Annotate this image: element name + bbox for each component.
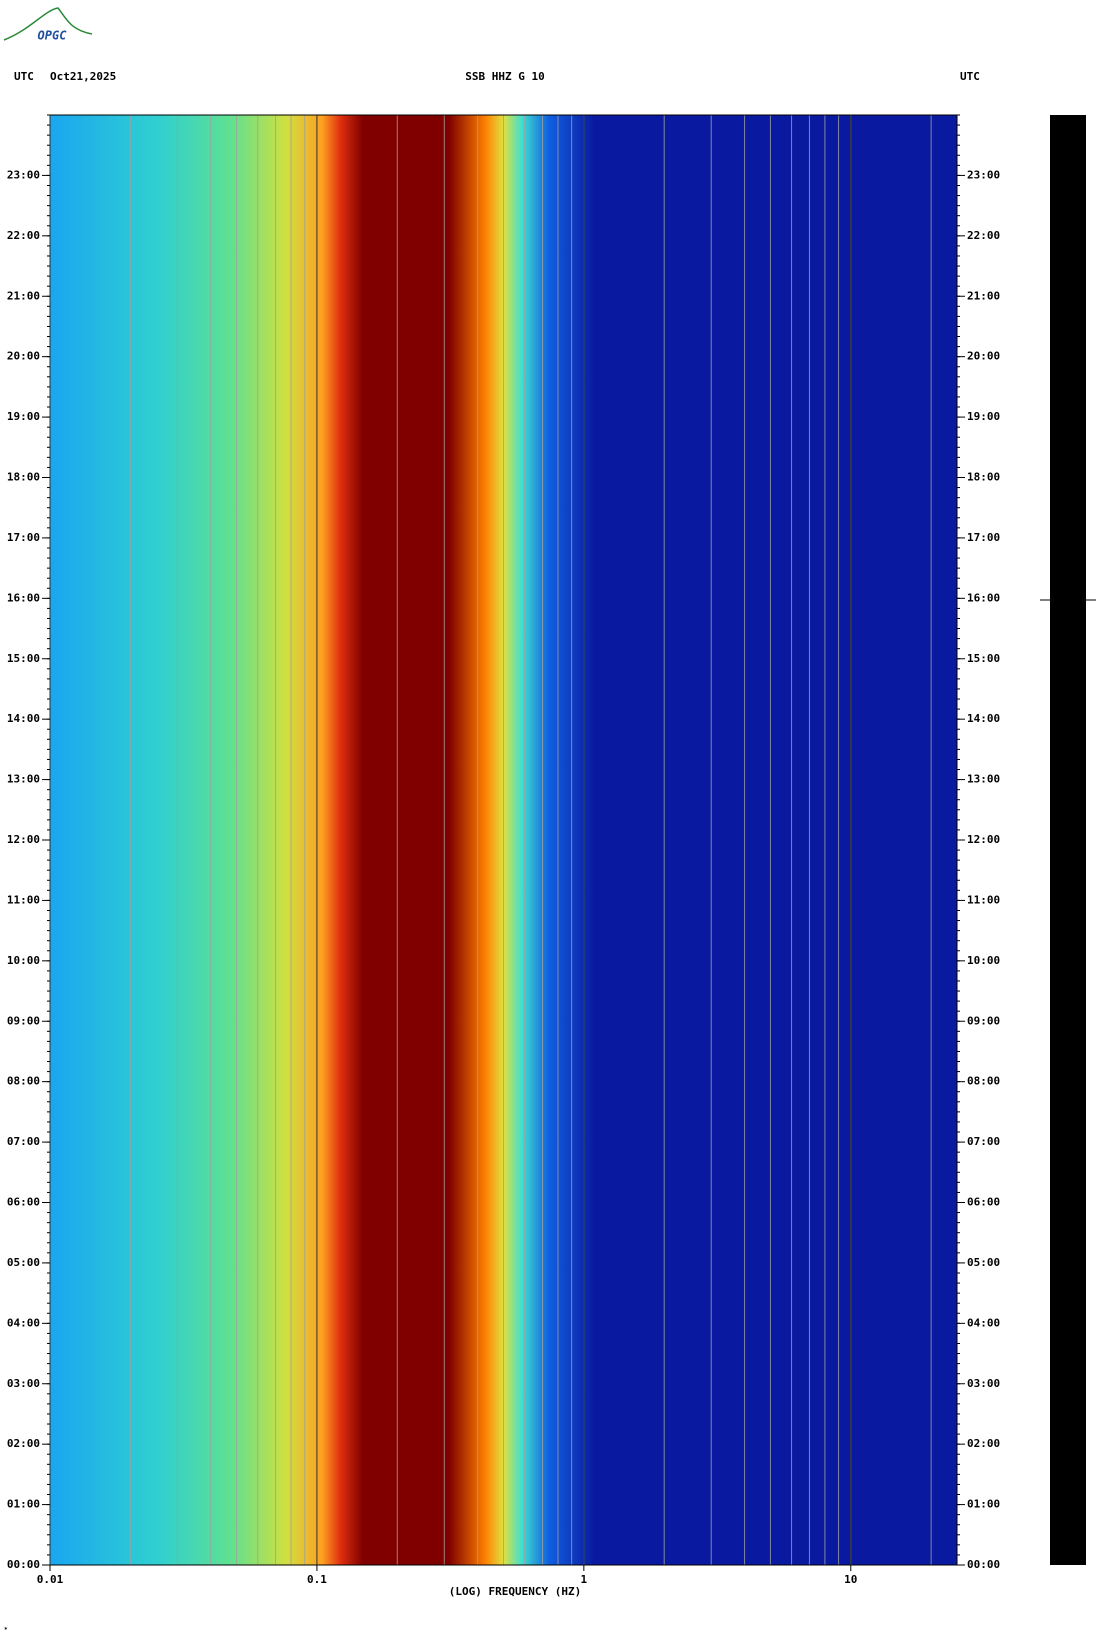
y-tick-label: 10:00 [7,954,40,967]
y-tick-label: 21:00 [7,289,40,302]
y-tick-label: 19:00 [7,410,40,423]
y-tick-label: 05:00 [967,1256,1000,1269]
y-tick-label: 14:00 [967,712,1000,725]
seismogram-trace [1050,115,1086,1565]
y-tick-label: 10:00 [967,954,1000,967]
y-tick-label: 23:00 [7,168,40,181]
y-tick-label: 03:00 [7,1377,40,1390]
y-tick-label: 13:00 [7,773,40,786]
y-tick-label: 15:00 [967,652,1000,665]
y-tick-label: 09:00 [7,1014,40,1027]
y-tick-label: 22:00 [7,229,40,242]
x-axis-title: (LOG) FREQUENCY (HZ) [449,1585,581,1598]
y-tick-label: 04:00 [967,1316,1000,1329]
y-tick-label: 15:00 [7,652,40,665]
y-tick-label: 04:00 [7,1316,40,1329]
y-tick-label: 05:00 [7,1256,40,1269]
x-tick-label: 0.01 [37,1573,64,1586]
y-tick-label: 11:00 [7,893,40,906]
y-tick-label: 07:00 [967,1135,1000,1148]
footnote-mark: * [4,1627,8,1634]
chart-title: SSB HHZ G 10 [465,70,544,83]
y-tick-label: 20:00 [967,350,1000,363]
y-tick-label: 01:00 [967,1498,1000,1511]
y-tick-label: 17:00 [7,531,40,544]
y-tick-label: 06:00 [7,1196,40,1209]
y-tick-label: 20:00 [7,350,40,363]
y-tick-label: 16:00 [967,591,1000,604]
y-tick-label: 18:00 [7,471,40,484]
y-tick-label: 11:00 [967,893,1000,906]
y-tick-label: 12:00 [967,833,1000,846]
y-tick-label: 02:00 [7,1437,40,1450]
y-tick-label: 03:00 [967,1377,1000,1390]
logo: OPGC [38,29,68,43]
y-tick-label: 17:00 [967,531,1000,544]
timezone-left: UTC [14,70,34,83]
x-tick-label: 10 [844,1573,857,1586]
x-tick-label: 1 [581,1573,588,1586]
y-tick-label: 21:00 [967,289,1000,302]
y-tick-label: 23:00 [967,168,1000,181]
date: Oct21,2025 [50,70,116,83]
y-tick-label: 00:00 [7,1558,40,1571]
y-tick-label: 00:00 [967,1558,1000,1571]
y-tick-label: 01:00 [7,1498,40,1511]
y-tick-label: 02:00 [967,1437,1000,1450]
y-tick-label: 18:00 [967,471,1000,484]
y-tick-label: 12:00 [7,833,40,846]
y-tick-label: 06:00 [967,1196,1000,1209]
y-tick-label: 22:00 [967,229,1000,242]
y-tick-label: 14:00 [7,712,40,725]
timezone-right: UTC [960,70,980,83]
y-tick-label: 16:00 [7,591,40,604]
y-tick-label: 07:00 [7,1135,40,1148]
y-tick-label: 13:00 [967,773,1000,786]
y-tick-label: 08:00 [967,1075,1000,1088]
logo-mark [3,7,93,41]
y-tick-label: 09:00 [967,1014,1000,1027]
y-tick-label: 08:00 [7,1075,40,1088]
y-tick-label: 19:00 [967,410,1000,423]
x-tick-label: 0.1 [307,1573,327,1586]
